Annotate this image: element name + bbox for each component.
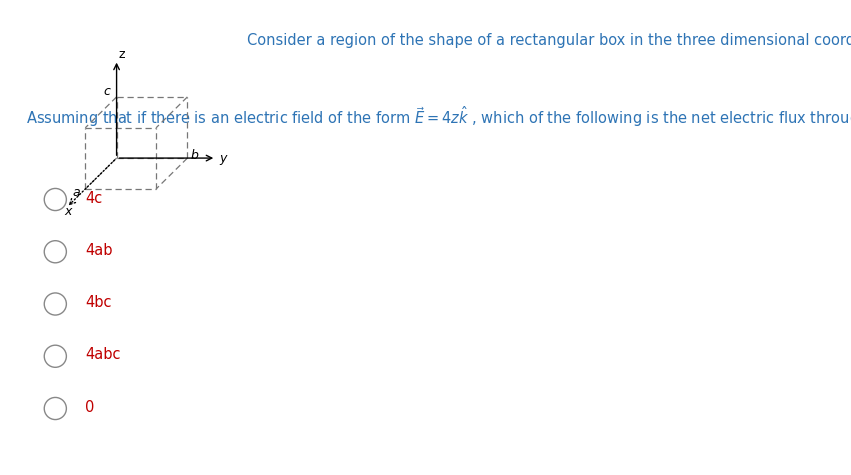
Text: b: b <box>191 149 198 162</box>
Text: 4abc: 4abc <box>85 347 121 362</box>
Text: c: c <box>103 85 110 98</box>
Text: Assuming that if there is an electric field of the form $\vec{E}=4z\hat{k}$ , wh: Assuming that if there is an electric fi… <box>26 104 851 129</box>
Text: 4bc: 4bc <box>85 295 111 310</box>
Text: 0: 0 <box>85 399 94 415</box>
Text: Consider a region of the shape of a rectangular box in the three dimensional coo: Consider a region of the shape of a rect… <box>247 33 851 48</box>
Text: z: z <box>119 48 125 61</box>
Text: y: y <box>220 152 227 165</box>
Text: a: a <box>72 186 80 199</box>
Text: 4c: 4c <box>85 190 102 206</box>
Text: 4ab: 4ab <box>85 243 112 258</box>
Text: x: x <box>65 205 71 218</box>
